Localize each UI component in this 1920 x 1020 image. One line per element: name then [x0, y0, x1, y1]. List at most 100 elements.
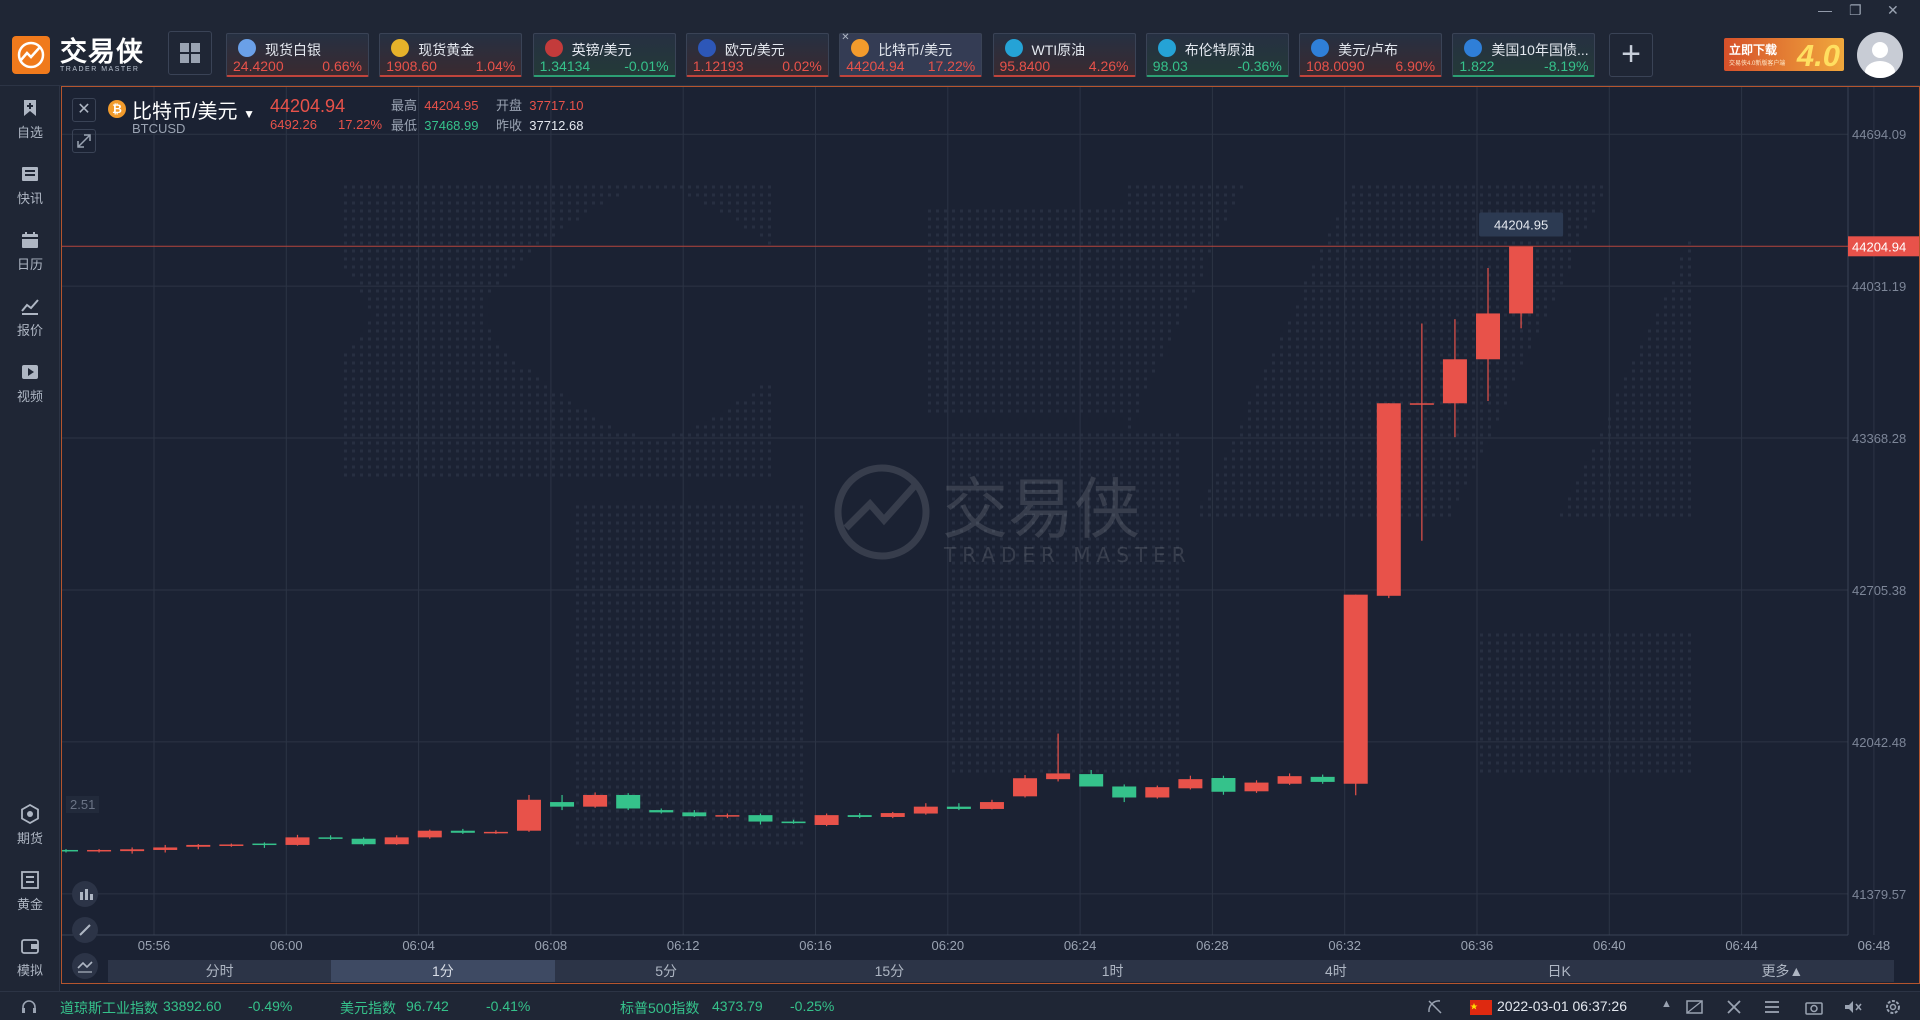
tile-change: 17.22% — [927, 58, 976, 74]
timeframe-2[interactable]: 5分 — [655, 963, 678, 979]
candle-body — [1211, 778, 1236, 792]
candle-body — [1145, 787, 1170, 798]
quote-tile-3[interactable]: 欧元/美元 1.12193 0.02% — [685, 33, 829, 77]
left-price-label: 2.51 — [66, 796, 100, 813]
x-tick-label: 05:56 — [138, 938, 171, 953]
caret-up-icon[interactable]: ▲ — [1661, 998, 1672, 1010]
quote-tile-7[interactable]: 美元/卢布 108.0090 6.90% — [1299, 33, 1443, 77]
candle-body — [252, 843, 277, 846]
futures-icon — [20, 803, 40, 825]
sidebar-item-calendar[interactable]: 日历 — [0, 230, 60, 273]
candle-body — [153, 847, 178, 850]
tile-price: 108.0090 — [1306, 58, 1365, 74]
close-chart-button[interactable]: ✕ — [72, 98, 96, 122]
bookmark-icon — [20, 98, 40, 118]
sidebar-item-simulate[interactable]: 模拟 — [0, 936, 60, 979]
tile-change: 0.66% — [322, 58, 362, 74]
ticker-usd-label[interactable]: 美元指数 — [340, 1000, 396, 1016]
calendar-icon — [20, 230, 40, 250]
sidebar-item-gold[interactable]: 黄金 — [0, 870, 60, 913]
expand-icon — [77, 134, 91, 148]
candle-body — [1046, 773, 1071, 780]
ticker-usd-change: -0.41% — [486, 998, 531, 1014]
tile-name: 现货白银 — [265, 42, 321, 58]
no-signal-icon[interactable] — [1426, 998, 1444, 1019]
layout-icon[interactable] — [1685, 998, 1705, 1019]
instrument-icon — [1311, 39, 1330, 57]
simulate-icon — [20, 936, 40, 956]
symbol-selector[interactable]: 比特币/美元 ▼ — [132, 95, 255, 124]
headset-icon[interactable] — [20, 998, 38, 1019]
candle-body — [1442, 359, 1467, 404]
x-tick-label: 06:04 — [402, 938, 435, 953]
candle-body — [1310, 776, 1335, 782]
candle-body — [1277, 776, 1302, 784]
sidebar-item-bookmark[interactable]: 自选 — [0, 98, 60, 141]
ticker-usd-value: 96.742 — [406, 998, 449, 1014]
sidebar-item-futures[interactable]: 期货 — [0, 803, 60, 847]
list-icon[interactable] — [1763, 998, 1781, 1019]
sidebar-item-quote-chart[interactable]: 报价 — [0, 296, 60, 339]
settings-icon[interactable] — [1884, 998, 1902, 1019]
sidebar-item-news[interactable]: 快讯 — [0, 164, 60, 207]
add-tile-button[interactable]: + — [1609, 33, 1653, 77]
grid-layout-button[interactable] — [168, 31, 212, 75]
ticker-dow-label[interactable]: 道琼斯工业指数 — [60, 1000, 158, 1016]
tile-price: 44204.94 — [846, 58, 905, 74]
quote-tile-1[interactable]: 现货黄金 1908.60 1.04% — [379, 33, 523, 77]
app-logo[interactable]: 交易侠 TRADER MASTER — [12, 36, 144, 74]
camera-icon[interactable] — [1804, 998, 1824, 1019]
y-tick-label: 44694.09 — [1852, 127, 1906, 142]
avatar[interactable] — [1857, 32, 1903, 78]
timeframe-0[interactable]: 分时 — [205, 963, 234, 979]
symbol-code: BTCUSD — [132, 121, 186, 136]
sidebar-item-video[interactable]: 视频 — [0, 362, 60, 405]
candle-body — [318, 837, 343, 839]
candle-body — [616, 794, 641, 809]
close-window-icon[interactable]: ✕ — [1887, 2, 1899, 18]
tile-change: 6.90% — [1395, 58, 1436, 74]
candle-body — [748, 815, 773, 822]
quote-tile-4[interactable]: 比特币/美元 44204.94 17.22% ✕ — [839, 32, 983, 77]
timeframe-6[interactable]: 日K — [1547, 963, 1571, 979]
timeframe-4[interactable]: 1时 — [1101, 963, 1124, 979]
download-promo-banner[interactable]: 立即下载 交易侠4.0新版客户端 4.0 — [1724, 38, 1844, 71]
candle-body — [649, 810, 674, 813]
expand-chart-button[interactable] — [72, 129, 96, 153]
timeframe-1[interactable]: 1分 — [331, 960, 555, 982]
stat-open: 开盘 37717.10 — [496, 98, 584, 113]
quote-tile-2[interactable]: 英镑/美元 1.34134 -0.01% — [532, 33, 676, 77]
candle-body — [62, 849, 78, 852]
candle-body — [384, 837, 409, 845]
tile-name: 美国10年国债... — [1491, 42, 1589, 58]
tile-price: 98.03 — [1152, 58, 1188, 74]
line-type-icon[interactable] — [72, 953, 98, 979]
tile-close-icon[interactable]: ✕ — [841, 32, 850, 43]
bottom-status-bar: 道琼斯工业指数 33892.60 -0.49% 美元指数 96.742 -0.4… — [0, 991, 1920, 1020]
instrument-icon — [1004, 39, 1023, 57]
quote-tile-6[interactable]: 布伦特原油 98.03 -0.36% — [1145, 33, 1289, 77]
restore-icon[interactable]: ❐ — [1849, 2, 1862, 18]
news-icon — [20, 164, 40, 184]
timeframe-3[interactable]: 15分 — [874, 963, 905, 979]
indicator-tool-icon[interactable] — [72, 881, 98, 907]
candle-body — [285, 837, 310, 845]
mute-icon[interactable] — [1843, 998, 1863, 1019]
draw-tool-icon[interactable] — [72, 917, 98, 943]
y-tick-label: 42042.48 — [1852, 735, 1906, 750]
candle-body — [1178, 779, 1203, 789]
tools-icon[interactable] — [1725, 998, 1743, 1019]
candlestick-chart[interactable]: 41379.57 42042.48 42705.38 43368.28 44031.19… — [62, 87, 1919, 983]
quote-tile-5[interactable]: WTI原油 95.8400 4.26% — [992, 33, 1136, 77]
timeframe-7[interactable]: 更多▲ — [1761, 963, 1804, 979]
ticker-sp-label[interactable]: 标普500指数 — [620, 1000, 700, 1016]
timeframe-5[interactable]: 4时 — [1324, 963, 1347, 979]
minimize-icon[interactable]: — — [1818, 2, 1832, 18]
quote-tile-8[interactable]: 美国10年国债... 1.822 -8.19% — [1452, 33, 1596, 77]
quote-tile-0[interactable]: 现货白银 24.4200 0.66% — [226, 33, 369, 77]
candle-body — [550, 802, 575, 807]
x-tick-label: 06:12 — [667, 938, 700, 953]
sidebar-item-label: 视频 — [16, 389, 43, 404]
instrument-icon — [1157, 39, 1176, 57]
tile-name: 布伦特原油 — [1184, 42, 1255, 58]
